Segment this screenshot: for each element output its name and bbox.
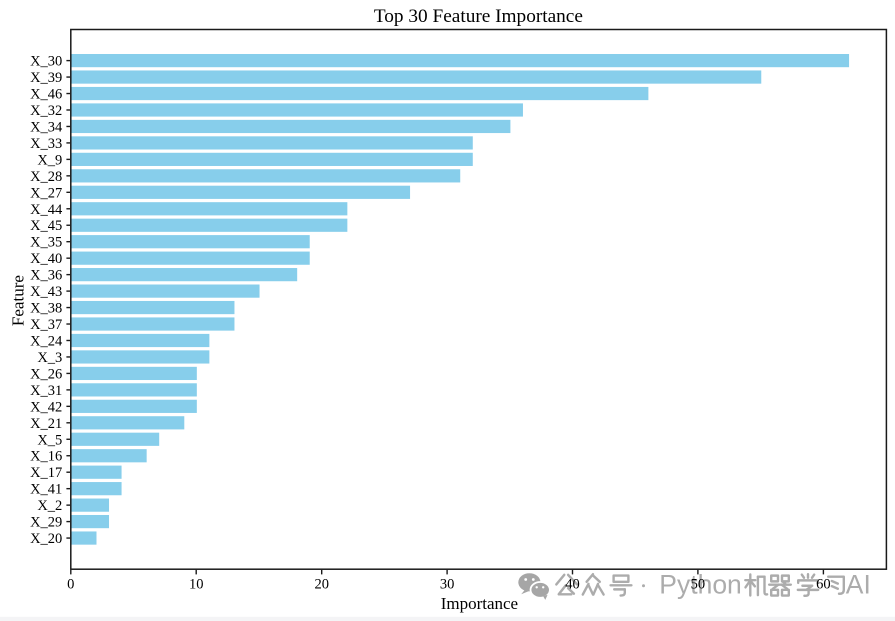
svg-text:X_34: X_34	[30, 119, 63, 135]
svg-text:X_21: X_21	[30, 416, 62, 432]
svg-text:X_29: X_29	[30, 515, 62, 531]
svg-text:X_38: X_38	[30, 301, 62, 317]
svg-text:X_32: X_32	[30, 103, 62, 119]
svg-text:X_35: X_35	[30, 235, 62, 251]
svg-text:Feature: Feature	[8, 275, 27, 326]
svg-text:0: 0	[67, 576, 74, 592]
svg-text:Importance: Importance	[441, 594, 518, 613]
svg-text:X_27: X_27	[30, 185, 62, 201]
svg-text:X_9: X_9	[37, 152, 62, 168]
svg-text:40: 40	[565, 576, 580, 592]
svg-text:X_16: X_16	[30, 449, 62, 465]
svg-text:X_43: X_43	[30, 284, 62, 300]
svg-text:X_40: X_40	[30, 251, 62, 267]
svg-text:60: 60	[816, 576, 831, 592]
svg-text:X_20: X_20	[30, 531, 62, 547]
svg-text:AI: AI	[846, 570, 871, 600]
svg-text:20: 20	[314, 576, 329, 592]
svg-text:X_33: X_33	[30, 136, 62, 152]
svg-text:X_28: X_28	[30, 169, 62, 185]
svg-text:Python: Python	[659, 570, 742, 600]
svg-text:X_37: X_37	[30, 317, 62, 333]
svg-text:X_36: X_36	[30, 268, 62, 284]
svg-text:X_3: X_3	[37, 350, 62, 366]
svg-text:X_46: X_46	[30, 87, 62, 103]
svg-text:X_5: X_5	[37, 432, 62, 448]
svg-text:X_42: X_42	[30, 399, 62, 415]
svg-text:X_24: X_24	[30, 333, 63, 349]
svg-text:10: 10	[189, 576, 204, 592]
svg-text:30: 30	[440, 576, 455, 592]
svg-text:X_30: X_30	[30, 54, 62, 70]
svg-text:X_26: X_26	[30, 366, 62, 382]
svg-text:X_2: X_2	[37, 498, 62, 514]
svg-text:X_39: X_39	[30, 70, 62, 86]
svg-text:Top 30 Feature Importance: Top 30 Feature Importance	[374, 6, 583, 27]
svg-text:X_31: X_31	[30, 383, 62, 399]
svg-text:X_45: X_45	[30, 218, 62, 234]
svg-text:X_17: X_17	[30, 465, 62, 481]
svg-text:50: 50	[691, 576, 706, 592]
svg-text:X_44: X_44	[30, 202, 63, 218]
svg-text:X_41: X_41	[30, 482, 62, 498]
